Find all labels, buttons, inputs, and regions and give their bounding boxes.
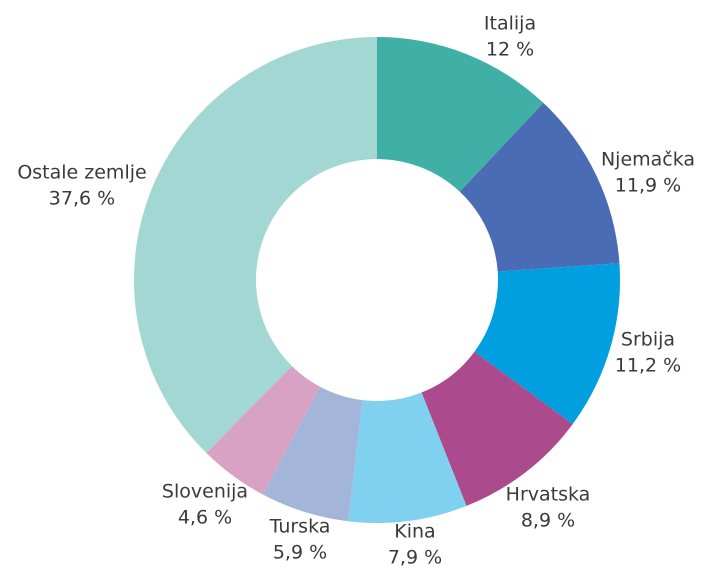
donut-slice <box>474 263 620 425</box>
slice-value-label: 37,6 % <box>49 188 115 210</box>
donut-slice <box>348 392 467 523</box>
donut-slice <box>206 366 321 495</box>
slice-label: Turska <box>269 516 331 538</box>
slice-label: Kina <box>394 521 435 543</box>
donut-slice <box>421 351 573 506</box>
slice-value-label: 11,9 % <box>615 175 681 197</box>
slice-value-label: 4,6 % <box>178 507 232 529</box>
slice-value-label: 12 % <box>486 39 534 61</box>
slice-label: Njemačka <box>601 149 695 171</box>
donut-slice <box>377 37 544 192</box>
slice-label: Italija <box>484 13 536 35</box>
slice-label: Srbija <box>621 329 675 351</box>
donut-slice <box>459 102 620 272</box>
slice-value-label: 5,9 % <box>273 542 327 564</box>
slice-label: Hrvatska <box>506 484 591 506</box>
donut-slice <box>134 37 377 453</box>
slice-value-label: 8,9 % <box>521 510 575 532</box>
slice-value-label: 11,2 % <box>615 355 681 377</box>
donut-slice <box>262 386 363 522</box>
slice-value-label: 7,9 % <box>388 547 442 569</box>
slice-label: Slovenija <box>162 481 248 503</box>
slice-label: Ostale zemlje <box>17 162 146 184</box>
